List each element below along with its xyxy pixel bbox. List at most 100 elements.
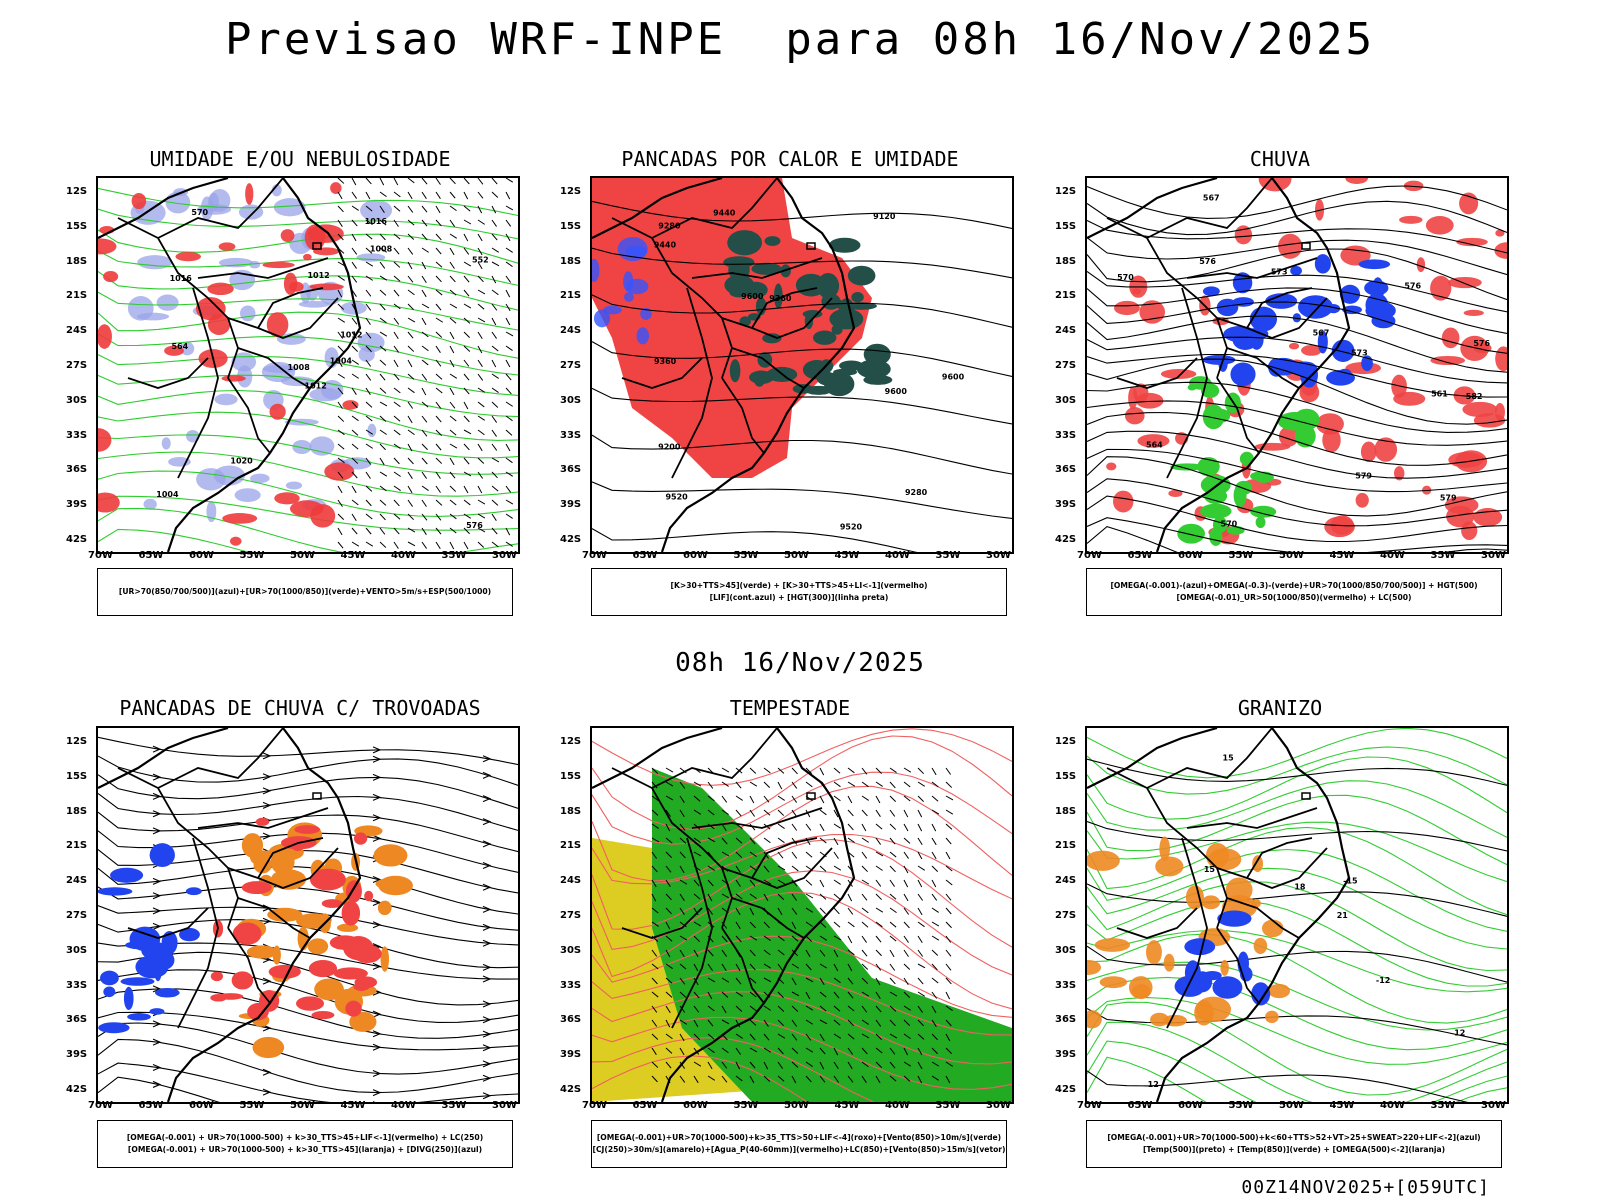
wind-vector bbox=[679, 907, 685, 915]
state-border bbox=[227, 377, 271, 454]
lat-tick-label: 42S bbox=[66, 534, 88, 545]
wind-vector bbox=[407, 331, 414, 339]
pressure-contour bbox=[592, 891, 1012, 1010]
hail-omega-area bbox=[1194, 1000, 1214, 1026]
wind-vector bbox=[945, 1005, 953, 1011]
federal-district bbox=[1301, 242, 1311, 250]
wind-vector bbox=[665, 1005, 671, 1014]
temperature-850-contour bbox=[1087, 821, 1507, 883]
contour-label: 1008 bbox=[288, 363, 311, 372]
lon-tick-label: 60W bbox=[189, 1100, 214, 1111]
rain-area bbox=[1399, 215, 1423, 224]
wind-vector bbox=[679, 795, 685, 803]
height-contour bbox=[1087, 287, 1507, 334]
temperature-850-contour bbox=[1087, 794, 1507, 866]
wind-vector bbox=[903, 935, 909, 943]
wind-vector bbox=[805, 823, 812, 831]
rain-area bbox=[1106, 462, 1117, 471]
wind-vector bbox=[735, 907, 741, 916]
wind-vector bbox=[875, 907, 884, 913]
wind-vector bbox=[693, 893, 701, 900]
wind-vector bbox=[735, 809, 742, 817]
wind-vector bbox=[435, 359, 442, 367]
panel-title-umidade: UMIDADE E/OU NEBULOSIDADE bbox=[149, 147, 451, 171]
wind-vector bbox=[421, 527, 427, 535]
wind-vector bbox=[393, 499, 400, 507]
state-border bbox=[177, 837, 219, 1029]
hail-omega-area bbox=[1268, 983, 1291, 999]
lon-tick-label: 70W bbox=[1077, 550, 1102, 561]
wind-vector bbox=[665, 795, 674, 801]
wind-vector bbox=[665, 1047, 673, 1054]
contour-label: 9280 bbox=[905, 488, 928, 497]
humidity-upper-area bbox=[213, 465, 245, 486]
severe-shower-area bbox=[255, 817, 270, 826]
lon-tick-label: 65W bbox=[1127, 550, 1153, 561]
humidity-upper-area bbox=[156, 294, 179, 311]
streamline bbox=[98, 1076, 220, 1102]
streamline bbox=[98, 811, 518, 853]
lat-tick-label: 33S bbox=[1055, 979, 1077, 991]
wind-vector bbox=[393, 541, 399, 549]
wind-vector bbox=[889, 921, 897, 928]
wind-vector bbox=[679, 879, 688, 885]
wind-vector bbox=[833, 823, 842, 829]
wind-vector bbox=[875, 1019, 882, 1027]
streamline-arrow bbox=[482, 1016, 492, 1024]
wind-vector bbox=[477, 247, 483, 256]
wind-vector bbox=[875, 1061, 883, 1068]
wind-vector bbox=[805, 767, 813, 774]
wind-vector bbox=[651, 907, 659, 914]
lon-tick-label: 50W bbox=[290, 1100, 315, 1111]
wind-vector bbox=[735, 977, 742, 985]
wind-vector bbox=[365, 401, 373, 408]
wind-vector bbox=[945, 1033, 951, 1042]
wind-vector bbox=[791, 767, 798, 775]
lat-tick-label: 24S bbox=[66, 325, 88, 337]
thickness-contour bbox=[164, 345, 184, 356]
map-canvas: 582 579 576 573 576 570 567 579 576 573 570 567 564 5… bbox=[1087, 178, 1507, 552]
lat-tick-label: 33S bbox=[66, 429, 88, 441]
severe-shower-area bbox=[321, 899, 343, 908]
wind-vector bbox=[749, 851, 757, 858]
streamline-arrow bbox=[152, 810, 162, 818]
wind-vector bbox=[505, 219, 512, 227]
wind-vector bbox=[337, 373, 346, 379]
wind-vector bbox=[449, 261, 455, 269]
lon-tick-label: 55W bbox=[733, 1100, 759, 1111]
wind-vector bbox=[351, 443, 359, 450]
divergence-area bbox=[98, 887, 133, 896]
map-canvas bbox=[98, 728, 518, 1102]
wind-vector bbox=[351, 331, 357, 339]
state-border bbox=[731, 347, 805, 389]
wind-vector bbox=[721, 949, 727, 957]
wind-vector bbox=[379, 513, 386, 521]
lat-tick-label: 24S bbox=[66, 875, 88, 887]
rain-area bbox=[1460, 335, 1489, 361]
forecast-time-label: 08h 16/Nov/2025 bbox=[675, 648, 925, 678]
upward-motion-area bbox=[1267, 357, 1299, 376]
wind-vector bbox=[463, 499, 471, 506]
humidity-upper-area bbox=[208, 192, 219, 212]
wind-vector bbox=[833, 893, 841, 900]
lat-tick-label: 24S bbox=[1055, 325, 1077, 337]
state-border bbox=[671, 837, 713, 1029]
legend-tempestade: [OMEGA(-0.001)+UR>70(1000-500)+k>35_TTS>… bbox=[591, 1120, 1007, 1168]
rain-area bbox=[1495, 229, 1505, 237]
wind-vector bbox=[777, 1047, 784, 1055]
wind-vector bbox=[721, 935, 728, 943]
wind-vector bbox=[777, 795, 785, 801]
wind-vector bbox=[763, 893, 769, 902]
wind-vector bbox=[875, 781, 883, 787]
wind-vector bbox=[505, 331, 514, 337]
lon-tick-label: 30W bbox=[1481, 550, 1506, 561]
wind-vector bbox=[903, 907, 910, 915]
wind-vector bbox=[505, 303, 511, 312]
wind-vector bbox=[777, 963, 784, 971]
wind-vector bbox=[491, 247, 500, 253]
wind-vector bbox=[651, 809, 659, 816]
heat-humidity-area bbox=[845, 302, 877, 310]
wind-vector bbox=[721, 823, 727, 832]
contour-label: 9360 bbox=[654, 357, 677, 366]
wind-vector bbox=[875, 949, 882, 957]
